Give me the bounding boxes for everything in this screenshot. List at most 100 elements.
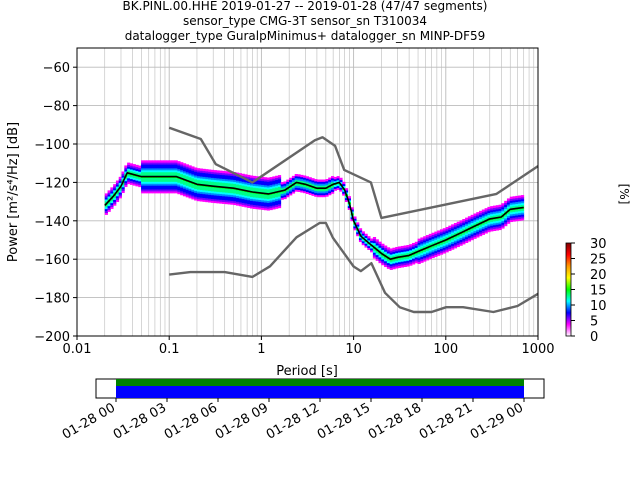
heatmap-cell bbox=[409, 255, 413, 259]
heatmap-cell bbox=[194, 184, 198, 188]
heatmap-cell bbox=[439, 229, 444, 232]
heatmap-cell bbox=[188, 196, 192, 199]
heatmap-cell bbox=[520, 208, 525, 211]
heatmap-cell bbox=[127, 166, 131, 169]
heatmap-cell bbox=[247, 184, 251, 187]
heatmap-cell bbox=[411, 256, 416, 259]
heatmap-cell bbox=[459, 222, 463, 225]
heatmap-cell bbox=[135, 166, 139, 170]
heatmap-cell bbox=[392, 249, 396, 252]
heatmap-cell bbox=[110, 189, 114, 192]
heatmap-cell bbox=[291, 187, 296, 190]
heatmap-cell bbox=[398, 263, 402, 267]
heatmap-cell bbox=[406, 260, 410, 263]
heatmap-cell bbox=[367, 247, 371, 250]
heatmap-cell bbox=[386, 260, 391, 264]
heatmap-cell bbox=[230, 188, 234, 192]
heatmap-cell bbox=[146, 181, 150, 184]
heatmap-cell bbox=[389, 265, 393, 269]
heatmap-cell bbox=[244, 180, 248, 183]
heatmap-cell bbox=[255, 201, 259, 204]
heatmap-cell bbox=[465, 223, 469, 226]
heatmap-cell bbox=[155, 168, 159, 171]
heatmap-cell bbox=[428, 241, 432, 244]
heatmap-cell bbox=[453, 236, 458, 239]
heatmap-cell bbox=[389, 248, 393, 251]
heatmap-cell bbox=[386, 249, 391, 252]
heatmap-cell bbox=[414, 249, 418, 252]
heatmap-cell bbox=[247, 199, 251, 203]
heatmap-cell bbox=[141, 177, 145, 180]
heatmap-cell bbox=[386, 266, 391, 269]
heatmap-cell bbox=[437, 236, 441, 239]
heatmap-cell bbox=[375, 239, 379, 242]
heatmap-cell bbox=[191, 168, 195, 171]
heatmap-cell bbox=[414, 253, 418, 256]
x-tick-label: 0.1 bbox=[159, 342, 180, 357]
heatmap-cell bbox=[266, 206, 270, 209]
heatmap-cell bbox=[353, 227, 357, 231]
heatmap-cell bbox=[333, 184, 337, 187]
heatmap-cell bbox=[518, 205, 522, 208]
heatmap-cell bbox=[456, 244, 460, 248]
heatmap-cell bbox=[481, 222, 486, 226]
heatmap-cell bbox=[442, 243, 446, 246]
heatmap-cell bbox=[437, 240, 441, 243]
heatmap-cell bbox=[509, 204, 513, 207]
heatmap-cell bbox=[177, 170, 181, 174]
heatmap-cell bbox=[428, 247, 432, 250]
heatmap-cell bbox=[216, 187, 220, 190]
heatmap-cell bbox=[233, 200, 237, 204]
heatmap-cell bbox=[249, 198, 254, 201]
heatmap-cell bbox=[414, 245, 418, 248]
heatmap-cell bbox=[180, 173, 184, 177]
heatmap-cell bbox=[358, 235, 363, 239]
heatmap-cell bbox=[168, 173, 173, 177]
heatmap-cell bbox=[512, 202, 516, 205]
model-curves bbox=[104, 126, 539, 314]
heatmap-cell bbox=[420, 252, 424, 256]
heatmap-cell bbox=[384, 251, 388, 254]
heatmap-cell bbox=[389, 254, 393, 257]
heatmap-cell bbox=[118, 194, 122, 197]
heatmap-cell bbox=[199, 185, 203, 189]
heatmap-cell bbox=[227, 182, 231, 186]
heatmap-cell bbox=[473, 226, 477, 230]
heatmap-cell bbox=[261, 184, 265, 187]
x-tick-label: 100 bbox=[433, 342, 458, 357]
heatmap-cell bbox=[439, 231, 444, 234]
heatmap-cell bbox=[196, 189, 201, 192]
heatmap-cell bbox=[434, 239, 438, 242]
heatmap-cell bbox=[266, 187, 270, 190]
heatmap-cell bbox=[400, 249, 405, 253]
heatmap-cell bbox=[356, 231, 360, 235]
heatmap-cell bbox=[115, 197, 120, 201]
heatmap-cell bbox=[490, 219, 494, 222]
heatmap-cell bbox=[149, 164, 153, 167]
heatmap-cell bbox=[275, 181, 279, 184]
heatmap-cell bbox=[487, 206, 491, 210]
heatmap-cell bbox=[213, 198, 217, 202]
heatmap-cell bbox=[138, 173, 142, 176]
heatmap-cell bbox=[280, 182, 284, 185]
heatmap-cell bbox=[283, 194, 287, 198]
heatmap-cell bbox=[473, 223, 477, 226]
heatmap-cell bbox=[428, 253, 432, 256]
heatmap-cell bbox=[247, 205, 251, 208]
heatmap-cell bbox=[506, 221, 511, 224]
heatmap-cell bbox=[118, 182, 122, 185]
heatmap-cell bbox=[166, 191, 170, 194]
heatmap-cell bbox=[152, 183, 156, 186]
heatmap-cell bbox=[381, 259, 385, 262]
heatmap-cell bbox=[425, 258, 430, 261]
heatmap-cell bbox=[258, 197, 262, 200]
heatmap-cell bbox=[261, 197, 265, 201]
heatmap-cell bbox=[459, 226, 463, 229]
heatmap-cell bbox=[425, 252, 430, 255]
heatmap-cell bbox=[481, 217, 486, 220]
heatmap-cell bbox=[317, 185, 321, 188]
heatmap-cell bbox=[213, 170, 217, 173]
heatmap-cell bbox=[194, 177, 198, 180]
heatmap-cell bbox=[252, 177, 256, 181]
heatmap-cell bbox=[233, 195, 237, 198]
